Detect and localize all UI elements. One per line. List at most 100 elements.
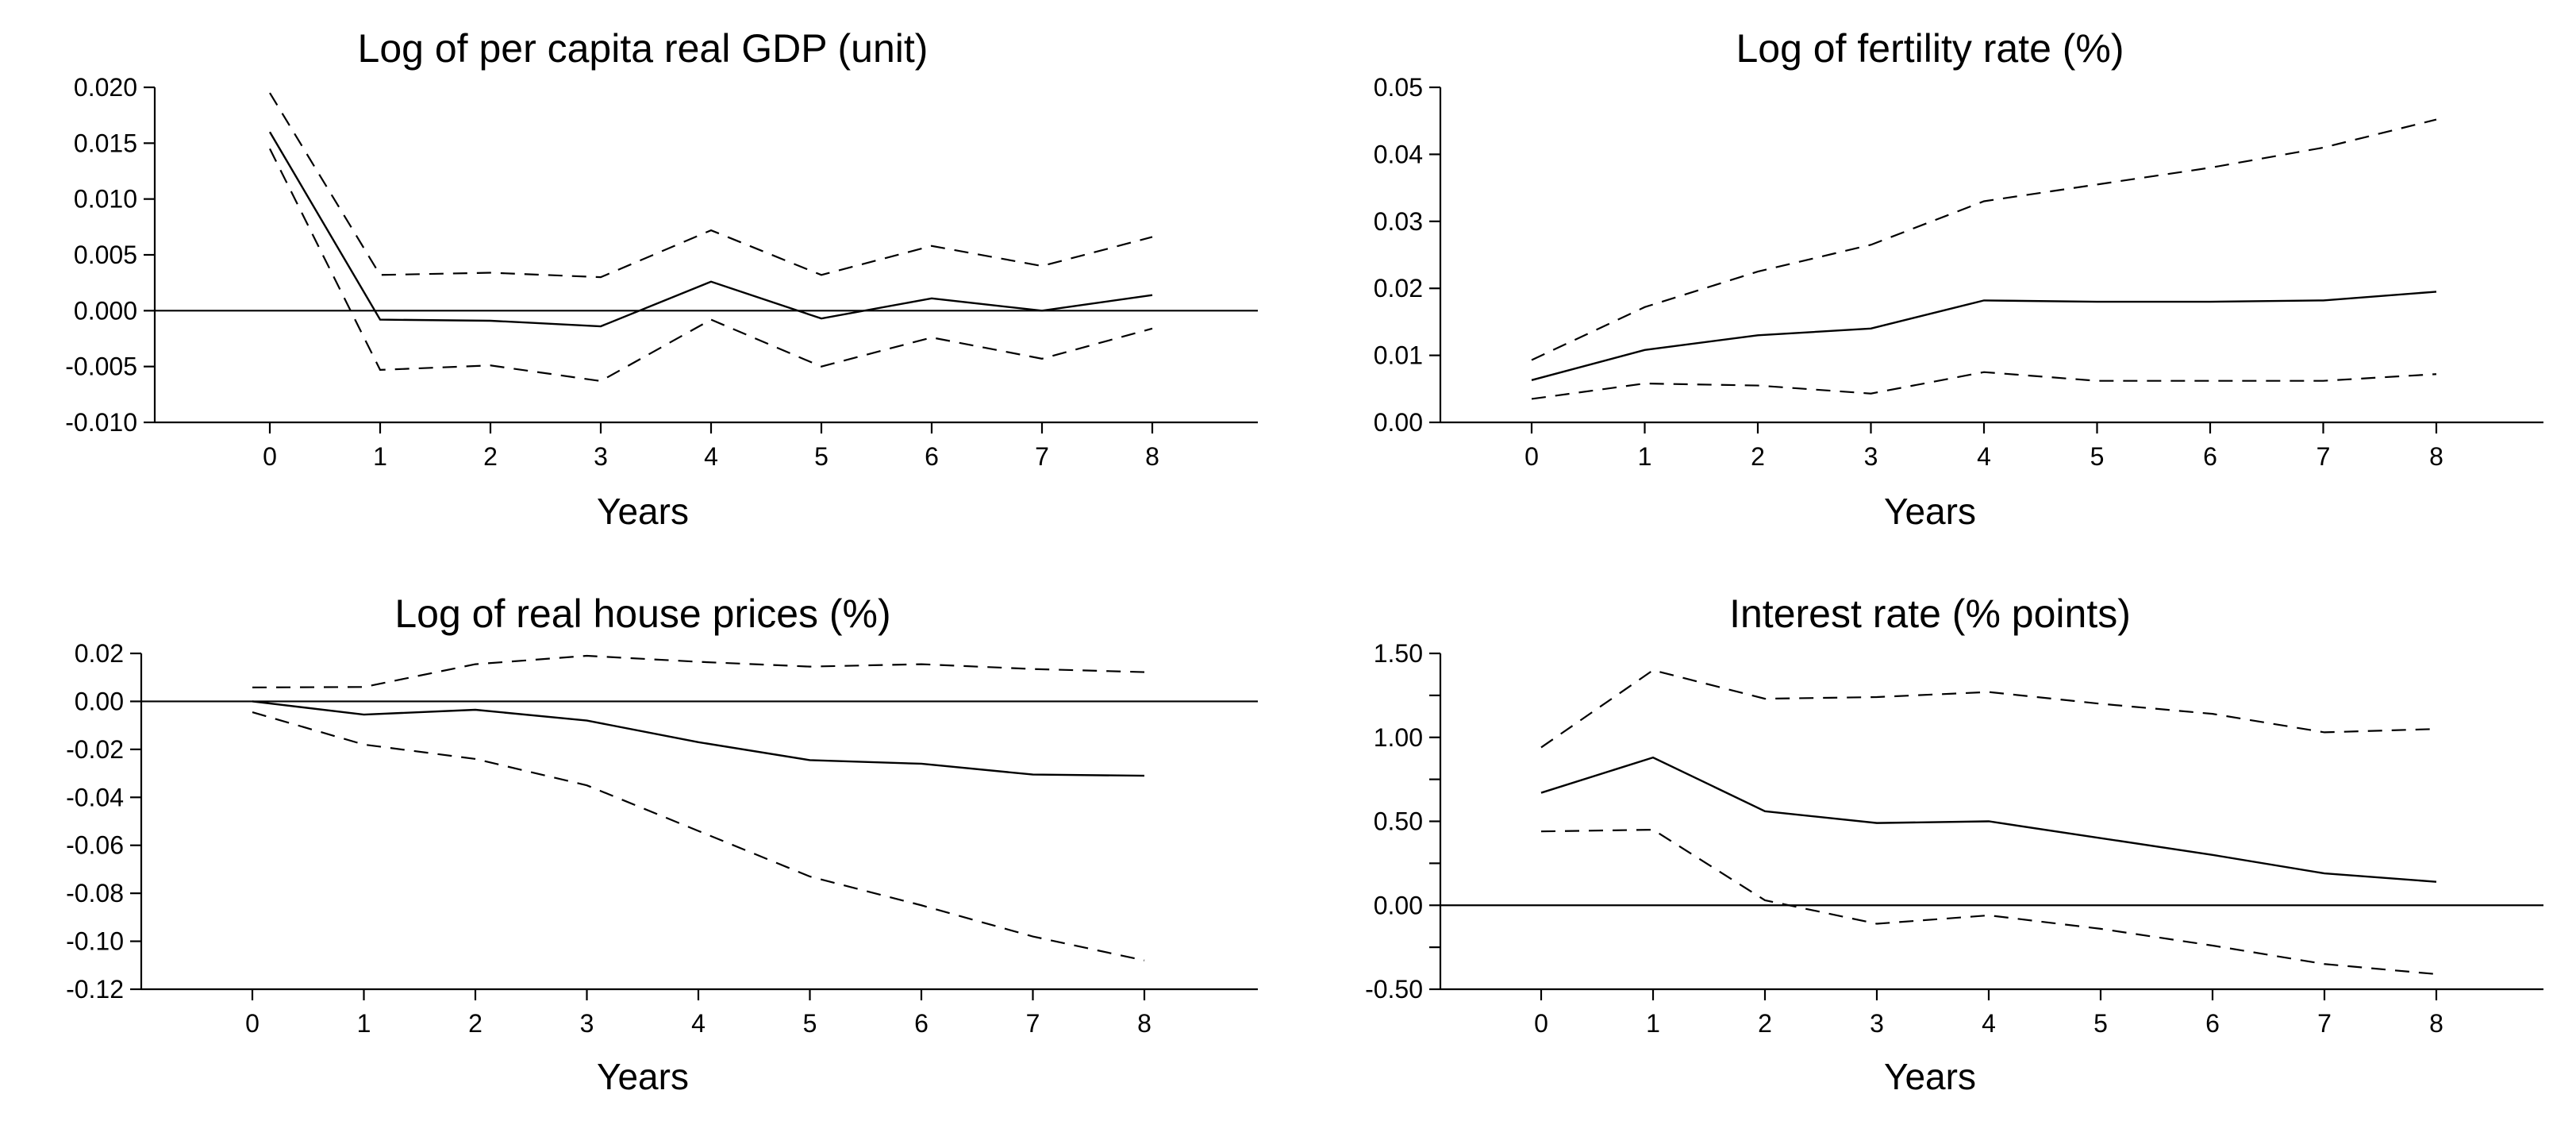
y-tick-label: 0.02 <box>1374 274 1423 302</box>
x-tick-label: 5 <box>814 442 829 471</box>
x-tick-label: 1 <box>1646 1009 1660 1038</box>
y-tick-label: 0.00 <box>1374 891 1423 919</box>
series-lines <box>252 654 1145 961</box>
x-tick-label: 2 <box>1751 442 1765 471</box>
y-tick-label: 0.010 <box>74 185 137 214</box>
x-tick-label: 2 <box>1758 1009 1772 1038</box>
y-tick-label: 0.020 <box>74 73 137 102</box>
series-upper-line <box>1531 118 2437 361</box>
panel-fertility: Log of fertility rate (%) 0.050.040.030.… <box>1374 26 2543 532</box>
y-tick-label: -0.005 <box>65 353 137 381</box>
x-tick-label: 4 <box>704 442 718 471</box>
y-tick-label: -0.010 <box>65 408 137 437</box>
series-estimate-line <box>268 131 1153 328</box>
y-axis-ticks: 0.05 0.04 0.03 0.02 0.01 0.00 <box>1374 73 1440 437</box>
x-tick-label: 6 <box>2203 442 2217 471</box>
axes <box>140 653 1258 991</box>
x-tick-label: 2 <box>483 442 498 471</box>
panel-interest-rate: Interest rate (% points) 1.50 1.00 0.50 0.0… <box>1365 591 2543 1097</box>
series-lower-line <box>1531 371 2437 400</box>
series-lower-line <box>252 711 1145 961</box>
x-axis-label: Years <box>597 491 689 532</box>
x-axis-ticks: 0 1 2 3 4 5 6 7 8 <box>245 989 1152 1038</box>
panel-house-prices: Log of real house prices (%) 0.02 0.00 -0.… <box>66 591 1258 1097</box>
y-axis-ticks: 1.50 1.00 0.50 0.00 -0.50 <box>1365 639 1440 1004</box>
y-tick-label: 0.50 <box>1374 807 1423 836</box>
x-tick-label: 6 <box>2205 1009 2220 1038</box>
x-tick-label: 1 <box>373 442 387 471</box>
x-tick-label: 7 <box>2316 442 2331 471</box>
x-axis-ticks: 0 1 2 3 4 5 6 7 8 <box>1534 989 2443 1038</box>
x-tick-label: 0 <box>1524 442 1539 471</box>
x-tick-label: 4 <box>691 1009 706 1038</box>
y-axis-ticks: 0.02 0.00 -0.02 -0.04 -0.06 -0.08 -0.10 -0.12 <box>66 639 141 1004</box>
series-lines <box>1540 668 2437 976</box>
y-tick-label: -0.10 <box>66 927 124 956</box>
x-tick-label: 5 <box>803 1009 817 1038</box>
x-tick-label: 5 <box>2093 1009 2108 1038</box>
y-tick-label: 0.02 <box>75 639 124 668</box>
x-tick-label: 3 <box>580 1009 594 1038</box>
x-tick-label: 4 <box>1982 1009 1996 1038</box>
chart-title: Interest rate (% points) <box>1729 591 2131 636</box>
x-tick-label: 7 <box>1035 442 1049 471</box>
y-axis-ticks: 0.020 0.015 0.010 0.005 0.000 -0.005 -0.010 <box>65 73 155 437</box>
x-tick-label: 8 <box>2429 1009 2443 1038</box>
x-axis-label: Years <box>1884 491 1976 532</box>
x-tick-label: 8 <box>1137 1009 1152 1038</box>
x-tick-label: 0 <box>263 442 277 471</box>
panel-gdp: Log of per capita real GDP (unit) 0.0200… <box>65 26 1258 532</box>
x-axis-label: Years <box>1884 1056 1976 1097</box>
y-tick-label: 0.05 <box>1374 73 1423 102</box>
x-tick-label: 3 <box>1864 442 1878 471</box>
chart-title: Log of real house prices (%) <box>394 591 890 636</box>
series-estimate-line <box>1540 756 2437 883</box>
y-tick-label: -0.12 <box>66 975 124 1004</box>
y-tick-label: 0.000 <box>74 296 137 325</box>
x-tick-label: 1 <box>1638 442 1652 471</box>
x-tick-label: 8 <box>2429 442 2443 471</box>
y-tick-label: 0.01 <box>1374 341 1423 370</box>
series-lines <box>1531 118 2437 400</box>
y-tick-label: -0.02 <box>66 735 124 764</box>
x-tick-label: 8 <box>1145 442 1159 471</box>
x-tick-label: 3 <box>1870 1009 1884 1038</box>
y-tick-label: 0.03 <box>1374 207 1423 236</box>
x-tick-label: 6 <box>914 1009 929 1038</box>
chart-title: Log of per capita real GDP (unit) <box>358 26 929 71</box>
x-tick-label: 7 <box>2317 1009 2332 1038</box>
x-axis-ticks: 0 1 2 3 4 5 6 7 8 <box>263 422 1159 471</box>
series-upper-line <box>252 654 1145 689</box>
y-tick-label: -0.50 <box>1365 975 1423 1004</box>
y-tick-label: 0.005 <box>74 241 137 269</box>
x-tick-label: 7 <box>1026 1009 1040 1038</box>
series-lower-line <box>1540 828 2437 976</box>
series-lines <box>268 92 1153 383</box>
y-tick-label: -0.04 <box>66 783 124 811</box>
x-axis-ticks: 0 1 2 3 4 5 6 7 8 <box>1524 422 2443 471</box>
x-tick-label: 4 <box>1977 442 1991 471</box>
series-estimate-line <box>252 700 1145 777</box>
x-tick-label: 1 <box>357 1009 371 1038</box>
axes <box>1439 87 2543 424</box>
x-tick-label: 6 <box>925 442 939 471</box>
x-tick-label: 0 <box>1534 1009 1548 1038</box>
x-tick-label: 5 <box>2090 442 2105 471</box>
y-tick-label: -0.06 <box>66 831 124 860</box>
y-tick-label: 1.50 <box>1374 639 1423 668</box>
y-tick-label: 1.00 <box>1374 723 1423 752</box>
y-tick-label: 0.00 <box>75 687 124 715</box>
chart-title: Log of fertility rate (%) <box>1736 26 2124 71</box>
x-tick-label: 2 <box>468 1009 483 1038</box>
y-tick-label: 0.04 <box>1374 140 1423 168</box>
y-tick-label: -0.08 <box>66 879 124 907</box>
x-axis-label: Years <box>597 1056 689 1097</box>
y-tick-label: 0.015 <box>74 129 137 157</box>
series-estimate-line <box>1531 291 2437 381</box>
series-upper-line <box>269 92 1153 279</box>
series-upper-line <box>1540 668 2437 749</box>
y-tick-label: 0.00 <box>1374 408 1423 437</box>
x-tick-label: 3 <box>594 442 608 471</box>
x-tick-label: 0 <box>245 1009 260 1038</box>
